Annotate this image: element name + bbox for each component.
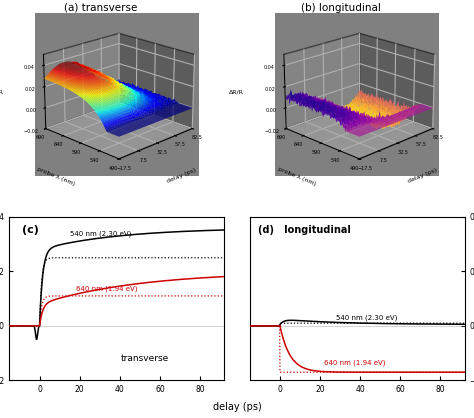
Title: (a) transverse: (a) transverse — [64, 3, 137, 13]
Text: delay (ps): delay (ps) — [213, 402, 261, 412]
Text: 540 nm (2.30 eV): 540 nm (2.30 eV) — [70, 231, 131, 237]
Text: transverse: transverse — [121, 354, 169, 363]
Text: 640 nm (1.94 eV): 640 nm (1.94 eV) — [324, 359, 386, 365]
Y-axis label: probe λ (nm): probe λ (nm) — [277, 166, 317, 186]
Text: (d)   longitudinal: (d) longitudinal — [258, 225, 351, 235]
Text: 640 nm (1.94 eV): 640 nm (1.94 eV) — [76, 285, 137, 292]
Text: (c): (c) — [22, 225, 39, 235]
X-axis label: delay (ps): delay (ps) — [407, 168, 438, 184]
Title: (b) longitudinal: (b) longitudinal — [301, 3, 381, 13]
X-axis label: delay (ps): delay (ps) — [166, 168, 197, 184]
Text: 540 nm (2.30 eV): 540 nm (2.30 eV) — [336, 314, 398, 321]
Y-axis label: probe λ (nm): probe λ (nm) — [36, 166, 76, 186]
